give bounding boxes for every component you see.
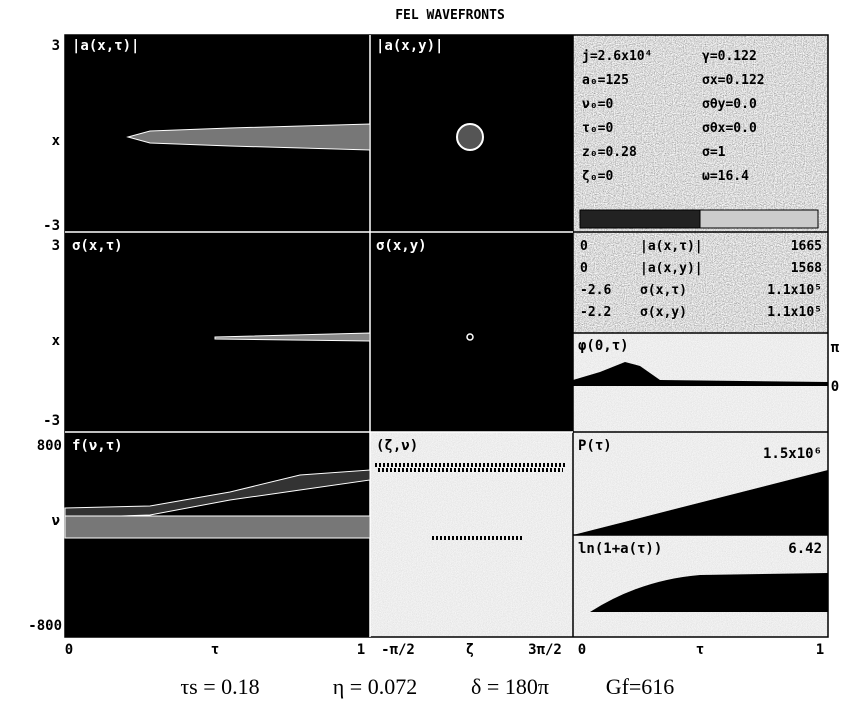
panel-max: 1.5x10⁶ xyxy=(763,446,822,462)
axis-label: x xyxy=(52,333,61,349)
info-block: j=2.6x10⁴ γ=0.122 a₀=125 σx=0.122 ν₀=0 σθy=0.… xyxy=(582,49,765,184)
info-line: σθx=0.0 xyxy=(702,121,757,136)
plots xyxy=(64,123,828,612)
axis-label: 0 xyxy=(65,642,73,658)
scale-max: 1568 xyxy=(791,261,822,276)
axis-label: τ xyxy=(211,642,219,658)
axis-label: 3π/2 xyxy=(528,642,562,658)
colorbar xyxy=(579,209,819,229)
info-line: j=2.6x10⁴ xyxy=(582,49,652,64)
scale-max: 1665 xyxy=(791,239,822,254)
axis-label: -3 xyxy=(43,413,60,429)
info-line: ω=16.4 xyxy=(702,169,749,184)
scale-min: -2.6 xyxy=(580,283,611,298)
title: FEL WAVEFRONTS xyxy=(395,8,505,23)
gain-area xyxy=(590,573,828,612)
info-line: σx=0.122 xyxy=(702,73,765,88)
axis-label: 800 xyxy=(37,438,62,454)
axis-label: x xyxy=(52,133,61,149)
sigma-trace xyxy=(214,332,371,342)
scale-max: 1.1x10⁵ xyxy=(767,283,822,298)
panel-label: σ(x,y) xyxy=(376,238,427,254)
axis-label: 3 xyxy=(52,38,60,54)
info-line: a₀=125 xyxy=(582,73,629,88)
panel-label: P(τ) xyxy=(578,438,612,454)
info-line: ζ₀=0 xyxy=(582,169,613,184)
info-line: γ=0.122 xyxy=(702,49,757,64)
axis-label: ν xyxy=(52,513,60,529)
info-line: ν₀=0 xyxy=(582,97,613,112)
panel-max: 6.42 xyxy=(788,541,822,557)
scale-block: 0 |a(x,τ)| 1665 0 |a(x,y)| 1568 -2.6 σ(x,τ) 1.1x… xyxy=(580,239,822,320)
panel-label: ln(1+a(τ)) xyxy=(578,541,662,557)
sigma-spot xyxy=(466,333,474,341)
info-line: z₀=0.28 xyxy=(582,145,637,160)
footer-param: δ = 180π xyxy=(471,674,549,699)
panels xyxy=(64,34,829,638)
panel-info xyxy=(573,35,828,232)
footer-param: Gf=616 xyxy=(606,674,675,699)
footer-param: η = 0.072 xyxy=(333,674,417,699)
axis-label: τ xyxy=(696,642,704,658)
axis-label: 1 xyxy=(357,642,365,658)
footer-param: τs = 0.18 xyxy=(180,674,259,699)
scale-name: |a(x,y)| xyxy=(640,261,703,276)
panel-label: |a(x,y)| xyxy=(376,38,443,54)
axis-label: -800 xyxy=(28,618,62,634)
phase-trace xyxy=(573,362,828,386)
scale-min: -2.2 xyxy=(580,305,611,320)
particles xyxy=(375,463,565,540)
panel-label: f(ν,τ) xyxy=(72,438,123,454)
axis-label: -3 xyxy=(43,218,60,234)
axis-label: 3 xyxy=(52,238,60,254)
panel-sigma-xt xyxy=(65,232,370,432)
panel-label: (ζ,ν) xyxy=(376,438,418,454)
scale-name: σ(x,y) xyxy=(640,305,687,320)
scale-min: 0 xyxy=(580,239,588,254)
beam-envelope xyxy=(126,123,371,151)
info-line: τ₀=0 xyxy=(582,121,613,136)
scale-min: 0 xyxy=(580,261,588,276)
scale-max: 1.1x10⁵ xyxy=(767,305,822,320)
scale-name: σ(x,τ) xyxy=(640,283,687,298)
power-area xyxy=(573,470,828,535)
scale-name: |a(x,τ)| xyxy=(640,239,703,254)
info-line: σ=1 xyxy=(702,145,726,160)
panel-phase xyxy=(370,432,573,637)
axis-label: ζ xyxy=(466,642,474,658)
axis-label: -π/2 xyxy=(381,642,415,658)
axis-label: 0 xyxy=(831,379,839,395)
panel-label: |a(x,τ)| xyxy=(72,38,139,54)
axis-label: 1 xyxy=(816,642,824,658)
panel-scale xyxy=(573,232,828,333)
axis-label: 0 xyxy=(578,642,586,658)
panel-sigma-xy xyxy=(370,232,573,432)
panel-label: φ(0,τ) xyxy=(578,338,629,354)
panel-label: σ(x,τ) xyxy=(72,238,123,254)
frame xyxy=(64,34,829,638)
band-lower xyxy=(64,515,371,539)
axis-label: π xyxy=(831,340,840,356)
beam-spot xyxy=(456,123,484,151)
info-line: σθy=0.0 xyxy=(702,97,757,112)
